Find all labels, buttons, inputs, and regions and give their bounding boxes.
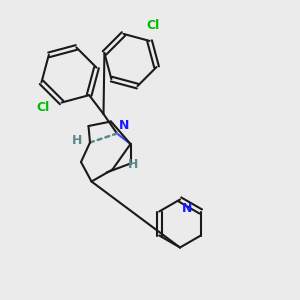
Text: Cl: Cl xyxy=(36,100,50,113)
Text: Cl: Cl xyxy=(146,19,159,32)
Text: H: H xyxy=(72,134,83,148)
Text: N: N xyxy=(182,202,192,215)
Text: H: H xyxy=(128,158,139,170)
Text: N: N xyxy=(118,119,129,132)
